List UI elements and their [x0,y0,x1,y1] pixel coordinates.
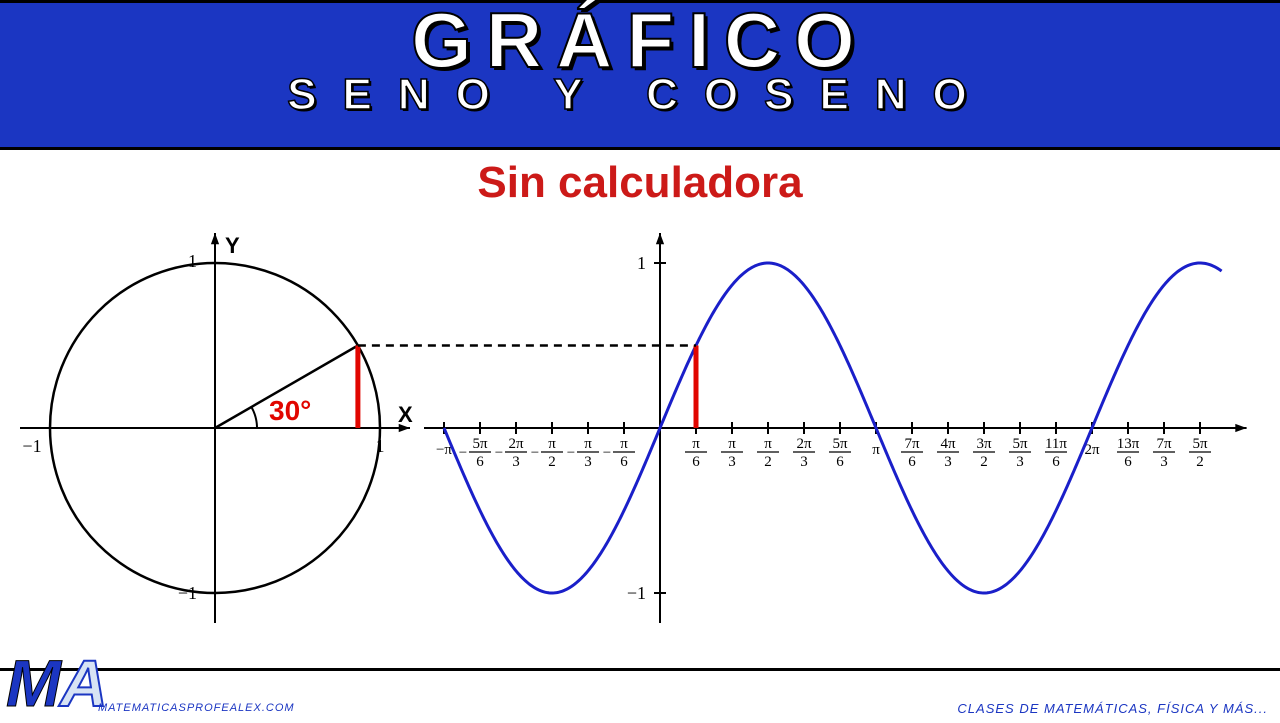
subtitle: Sin calculadora [0,158,1280,208]
svg-text:2π: 2π [508,436,524,452]
svg-text:−: − [603,445,611,461]
svg-text:−: − [459,445,467,461]
svg-text:−1: −1 [22,436,41,456]
svg-text:M: M [6,646,63,718]
svg-text:π: π [872,442,880,458]
svg-text:π: π [764,436,772,452]
svg-text:6: 6 [476,454,484,470]
chart-svg: XY−111−130°1−1−π5π6−2π3−π2−π3−π6−π6π3π22… [0,208,1280,678]
svg-text:2π: 2π [796,436,812,452]
svg-text:2: 2 [1196,454,1204,470]
svg-text:3: 3 [512,454,520,470]
svg-text:π: π [692,436,700,452]
svg-text:2: 2 [764,454,772,470]
svg-text:5π: 5π [472,436,488,452]
svg-text:−: − [567,445,575,461]
svg-text:4π: 4π [940,436,956,452]
footer: M A MATEMATICASPROFEALEX.COM CLASES DE M… [0,668,1280,720]
svg-text:−1: −1 [627,583,646,603]
svg-text:−1: −1 [178,583,197,603]
svg-text:2: 2 [980,454,988,470]
svg-text:−: − [531,445,539,461]
title-line-1: GRÁFICO [0,5,1280,75]
svg-text:6: 6 [908,454,916,470]
svg-text:π: π [728,436,736,452]
chart-area: XY−111−130°1−1−π5π6−2π3−π2−π3−π6−π6π3π22… [0,208,1280,678]
unit-circle-x-label: X [398,402,413,427]
svg-text:6: 6 [692,454,700,470]
angle-label: 30° [269,395,311,426]
svg-text:6: 6 [836,454,844,470]
footer-tagline: CLASES DE MATEMÁTICAS, FÍSICA Y MÁS... [957,701,1268,716]
title-line-2: SENO Y COSENO [0,75,1280,115]
svg-text:5π: 5π [1192,436,1208,452]
svg-text:6: 6 [1052,454,1060,470]
svg-text:−: − [495,445,503,461]
svg-text:6: 6 [1124,454,1132,470]
svg-text:3: 3 [800,454,808,470]
svg-text:6: 6 [620,454,628,470]
svg-text:3: 3 [728,454,736,470]
svg-text:π: π [584,436,592,452]
svg-text:3: 3 [944,454,952,470]
footer-url: MATEMATICASPROFEALEX.COM [98,702,295,714]
svg-text:13π: 13π [1117,436,1140,452]
header-banner: GRÁFICO SENO Y COSENO [0,0,1280,150]
svg-text:11π: 11π [1045,436,1067,452]
svg-text:3: 3 [1016,454,1024,470]
svg-text:7π: 7π [1156,436,1172,452]
unit-circle-y-label: Y [225,233,240,258]
svg-text:π: π [548,436,556,452]
svg-text:3π: 3π [976,436,992,452]
svg-text:1: 1 [188,251,197,271]
svg-text:5π: 5π [832,436,848,452]
svg-text:1: 1 [376,436,385,456]
svg-text:2: 2 [548,454,556,470]
svg-text:3: 3 [584,454,592,470]
svg-text:π: π [620,436,628,452]
svg-text:7π: 7π [904,436,920,452]
svg-text:5π: 5π [1012,436,1028,452]
svg-text:3: 3 [1160,454,1168,470]
svg-text:2π: 2π [1084,442,1100,458]
svg-text:1: 1 [637,253,646,273]
